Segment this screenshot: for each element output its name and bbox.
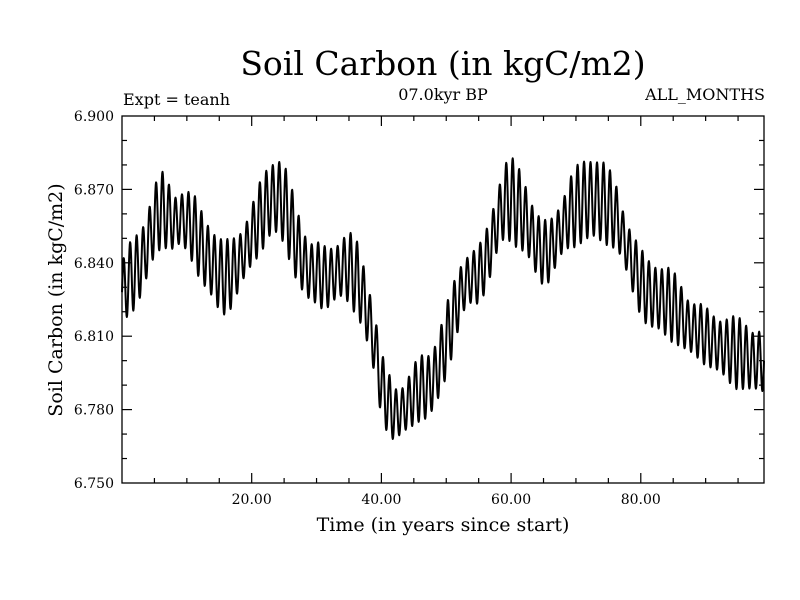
y-tick-label: 6.810 <box>74 329 114 345</box>
x-tick-label: 80.00 <box>621 492 661 508</box>
x-tick-label: 60.00 <box>491 492 531 508</box>
x-tick-label: 20.00 <box>232 492 272 508</box>
x-axis: 20.00 40.00 60.00 80.00 <box>153 116 739 508</box>
y-tick-label: 6.900 <box>74 109 114 125</box>
x-axis-label: Time (in years since start) <box>317 514 570 536</box>
months-label: ALL_MONTHS <box>644 85 765 104</box>
y-tick-label: 6.870 <box>74 182 114 198</box>
plot-area <box>121 157 765 440</box>
y-axis: 6.750 6.780 6.810 6.840 6.870 6.900 <box>74 109 764 492</box>
y-axis-label: Soil Carbon (in kgC/m2) <box>45 183 67 416</box>
period-label: 07.0kyr BP <box>398 85 488 104</box>
experiment-label: Expt = teanh <box>123 90 230 109</box>
plot-frame <box>121 115 765 484</box>
chart-title: Soil Carbon (in kgC/m2) <box>240 44 645 83</box>
series-line <box>121 157 765 440</box>
y-tick-label: 6.840 <box>74 256 114 272</box>
x-tick-label: 40.00 <box>361 492 401 508</box>
y-tick-label: 6.780 <box>74 403 114 419</box>
y-tick-label: 6.750 <box>74 476 114 492</box>
